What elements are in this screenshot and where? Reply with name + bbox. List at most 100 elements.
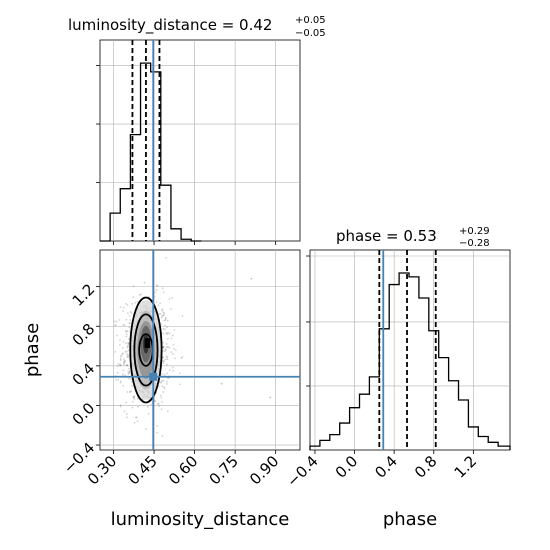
posterior-sample-point — [132, 296, 135, 299]
phase-hist-bar — [459, 400, 469, 450]
posterior-sample-point — [168, 346, 171, 349]
x-tick-label: −0.4 — [283, 452, 321, 490]
posterior-sample-point — [126, 353, 129, 356]
posterior-sample-point — [156, 284, 159, 287]
posterior-sample-point — [166, 346, 169, 348]
posterior-sample-point — [128, 377, 130, 380]
posterior-sample-point — [166, 333, 168, 335]
posterior-sample-point — [126, 312, 129, 315]
x-tick-label: 0.60 — [165, 452, 201, 488]
posterior-sample-point — [163, 350, 166, 353]
posterior-sample-point — [133, 398, 136, 400]
posterior-sample-point — [127, 356, 130, 358]
posterior-sample-point — [162, 291, 165, 294]
posterior-sample-point — [162, 391, 164, 393]
posterior-sample-point — [122, 340, 125, 343]
posterior-sample-point — [116, 365, 119, 368]
posterior-sample-point — [164, 317, 167, 319]
posterior-sample-point — [125, 330, 128, 333]
posterior-sample-point — [119, 380, 122, 383]
phase-hist-bar — [369, 377, 379, 450]
luminosity-title-sup: +0.05 — [295, 15, 326, 26]
posterior-sample-point — [127, 341, 129, 344]
posterior-sample-point — [155, 301, 158, 304]
posterior-sample-point — [178, 372, 181, 375]
posterior-sample-point — [165, 363, 168, 366]
posterior-sample-point — [128, 321, 131, 324]
posterior-sample-point — [147, 413, 150, 415]
posterior-sample-point — [129, 310, 132, 313]
posterior-sample-point — [122, 346, 124, 349]
posterior-sample-point — [122, 361, 125, 363]
posterior-sample-point — [161, 379, 164, 382]
phase-hist-bar — [419, 298, 429, 450]
x-tick-label: 0.8 — [411, 452, 441, 482]
posterior-sample-point — [119, 306, 122, 308]
posterior-sample-point — [122, 373, 124, 376]
phase-hist-bar — [340, 423, 350, 450]
posterior-sample-point — [161, 316, 163, 319]
posterior-sample-point — [115, 320, 118, 323]
posterior-sample-point — [168, 369, 171, 372]
panel-luminosity-histogram: luminosity_distance = 0.42 +0.05 −0.05 — [68, 15, 326, 245]
posterior-sample-point — [166, 410, 169, 413]
x-tick-label: 1.2 — [451, 452, 481, 482]
posterior-sample-point — [126, 416, 128, 419]
luminosity-hist-bar — [161, 185, 171, 241]
posterior-sample-point — [162, 341, 164, 344]
posterior-sample-point — [127, 345, 129, 348]
posterior-sample-point — [153, 400, 156, 403]
posterior-sample-point — [124, 351, 127, 353]
posterior-sample-point — [118, 339, 121, 342]
y-tick-label: 0.0 — [69, 399, 99, 429]
phase-hist-bar — [439, 358, 449, 450]
posterior-sample-point — [125, 342, 127, 345]
posterior-sample-point — [164, 348, 167, 351]
posterior-sample-point — [127, 370, 130, 373]
posterior-sample-point — [145, 428, 147, 431]
posterior-sample-point — [158, 402, 160, 405]
posterior-sample-point — [124, 302, 127, 305]
posterior-sample-point — [123, 360, 126, 363]
phase-hist-bar — [330, 435, 340, 450]
posterior-sample-point — [128, 338, 130, 341]
posterior-sample-point — [161, 314, 163, 317]
credible-contour — [129, 296, 163, 404]
posterior-sample-point — [173, 329, 176, 331]
posterior-sample-point — [116, 371, 119, 374]
posterior-sample-point — [128, 322, 131, 325]
posterior-sample-point — [120, 354, 123, 357]
luminosity-title-base: luminosity_distance = 0.42 — [68, 16, 272, 35]
posterior-sample-point — [165, 332, 168, 334]
posterior-sample-point — [162, 379, 165, 382]
posterior-sample-point — [123, 358, 126, 361]
phase-hist-bar — [310, 446, 320, 450]
posterior-sample-point — [125, 413, 128, 415]
posterior-sample-point — [162, 350, 164, 352]
posterior-sample-point — [171, 297, 174, 299]
posterior-sample-point — [140, 293, 143, 296]
posterior-sample-point — [174, 349, 177, 352]
posterior-sample-point — [164, 324, 166, 327]
posterior-sample-point — [174, 357, 176, 360]
phase-hist-bar — [498, 446, 510, 450]
posterior-sample-point — [117, 362, 120, 365]
posterior-sample-point — [159, 394, 162, 397]
posterior-sample-point — [133, 395, 136, 398]
phase-hist-bar — [350, 408, 360, 450]
posterior-sample-point — [155, 285, 158, 287]
posterior-sample-point — [135, 416, 138, 419]
posterior-sample-point — [154, 291, 156, 294]
posterior-sample-point — [126, 391, 129, 393]
posterior-sample-point — [123, 324, 126, 327]
posterior-sample-point — [121, 352, 124, 355]
posterior-sample-point — [153, 295, 156, 298]
posterior-sample-point — [133, 421, 136, 424]
x-tick-label: 0.4 — [371, 452, 401, 482]
posterior-sample-point — [168, 332, 171, 335]
posterior-sample-point — [161, 385, 164, 388]
phase-hist-bar — [389, 285, 399, 450]
posterior-sample-point — [122, 369, 125, 372]
posterior-sample-point — [161, 356, 164, 359]
panel-phase-histogram: −0.4 0.0 0.4 0.8 1.2 phase = 0.53 +0.29 −0.2… — [283, 226, 511, 530]
